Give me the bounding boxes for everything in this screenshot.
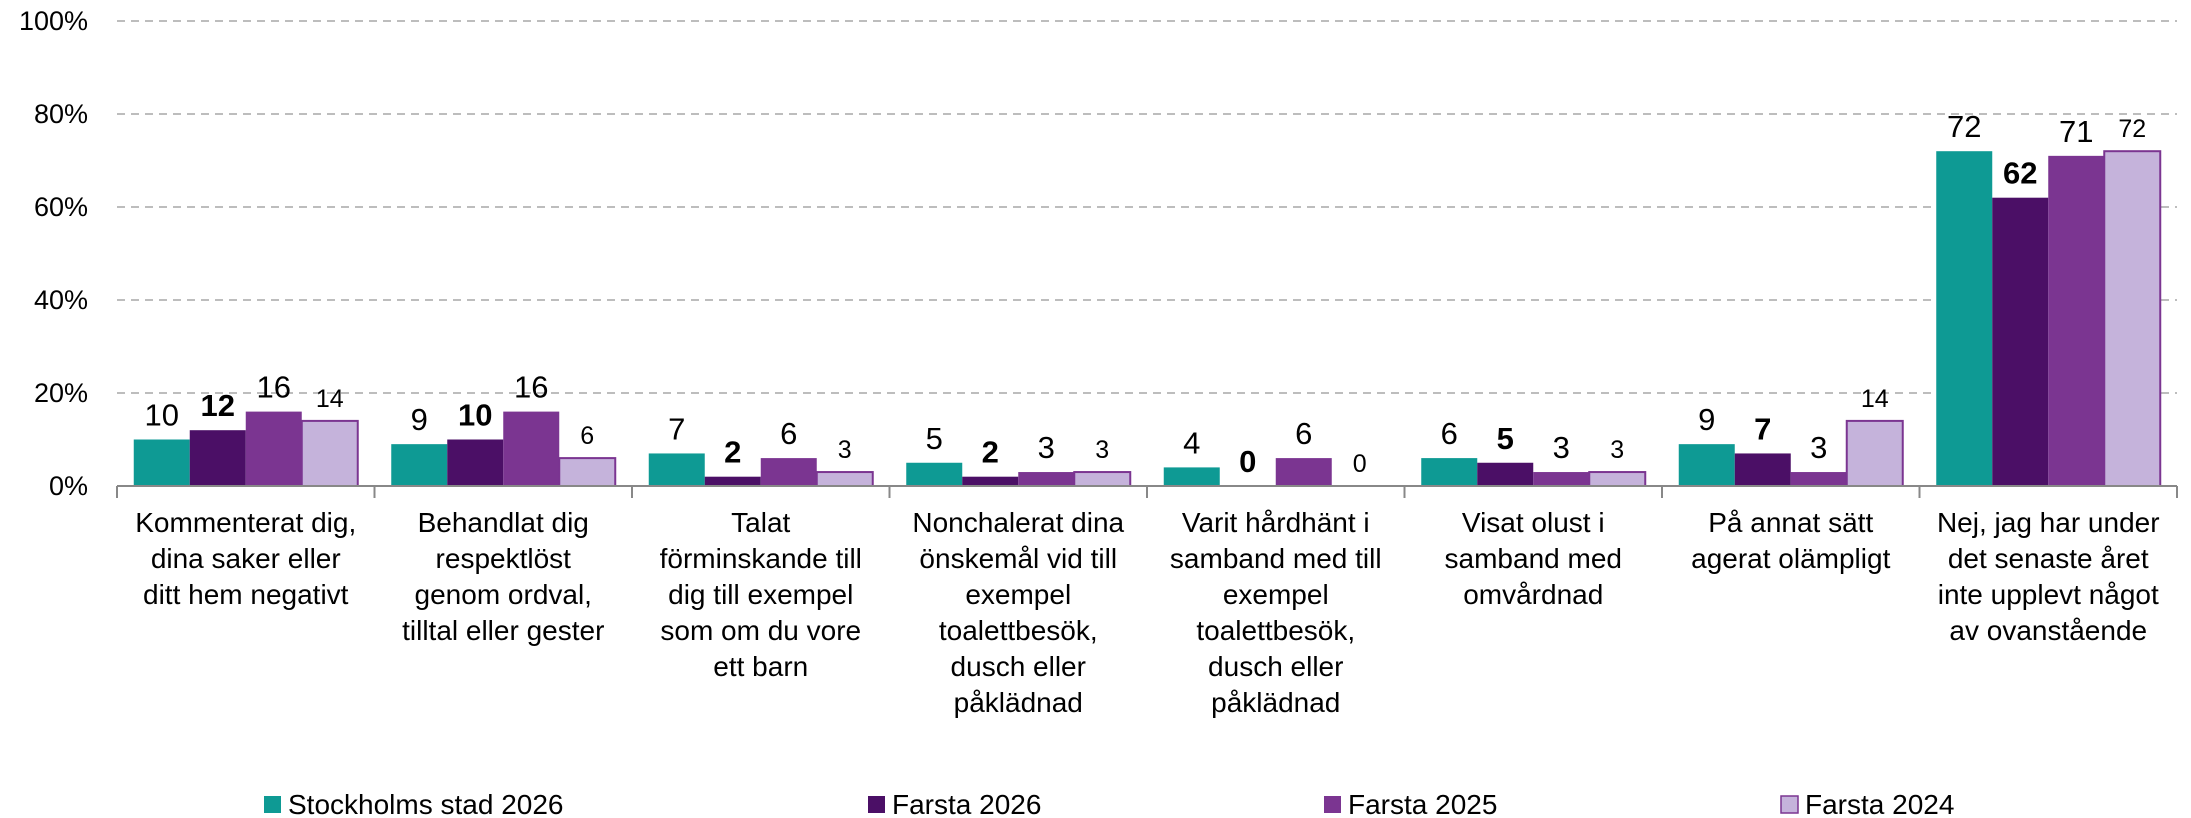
data-label: 12 — [201, 388, 235, 423]
bar — [962, 476, 1019, 486]
bar — [245, 411, 302, 486]
bar — [1275, 458, 1332, 486]
bar — [503, 411, 560, 486]
x-tick-label: Nonchalerat dina önskemål vid till exempel… — [912, 507, 1124, 718]
data-label: 10 — [458, 398, 492, 433]
legend-label: Farsta 2024 — [1805, 789, 1954, 818]
bar — [1477, 462, 1534, 486]
data-label: 71 — [2059, 114, 2093, 149]
legend-swatch — [264, 796, 281, 813]
bar — [760, 458, 817, 486]
data-label: 2 — [982, 435, 999, 470]
y-tick-label: 40% — [34, 285, 88, 315]
bar — [648, 453, 705, 486]
y-tick-label: 60% — [34, 192, 88, 222]
bar — [1588, 471, 1647, 487]
data-label: 6 — [580, 422, 594, 450]
data-label: 2 — [724, 435, 741, 470]
bar — [2048, 155, 2105, 486]
data-label: 6 — [1295, 416, 1312, 451]
data-label: 4 — [1183, 425, 1200, 460]
data-label: 14 — [1861, 385, 1889, 413]
bar — [1678, 444, 1735, 486]
legend-label: Farsta 2025 — [1348, 789, 1497, 818]
data-label: 14 — [316, 385, 344, 413]
x-tick-label: Visat olust i samband med omvårdnad — [1445, 507, 1622, 610]
data-label: 7 — [668, 411, 685, 446]
data-label: 9 — [411, 402, 428, 437]
data-label: 6 — [780, 416, 797, 451]
bar — [1533, 472, 1590, 486]
bar — [391, 444, 448, 486]
data-label: 72 — [2118, 115, 2146, 143]
data-label: 62 — [2003, 156, 2037, 191]
x-tick-label: Talat förminskande till dig till exempel so… — [660, 507, 862, 682]
data-label: 3 — [838, 436, 852, 464]
y-tick-label: 20% — [34, 378, 88, 408]
y-tick-label: 80% — [34, 99, 88, 129]
data-label: 72 — [1947, 109, 1981, 144]
bar — [189, 430, 246, 486]
data-label: 3 — [1095, 436, 1109, 464]
y-tick-label: 100% — [19, 6, 88, 36]
x-tick-label: Nej, jag har under det senaste året inte u… — [1937, 507, 2160, 646]
bar — [1163, 467, 1220, 486]
data-label: 3 — [1810, 430, 1827, 465]
x-tick-label: Varit hårdhänt i samband med till exempel t… — [1170, 507, 1382, 718]
bar — [1734, 453, 1791, 486]
data-label: 3 — [1610, 436, 1624, 464]
data-label: 10 — [145, 398, 179, 433]
bar — [447, 439, 504, 486]
legend-label: Stockholms stad 2026 — [288, 789, 564, 818]
bar — [300, 419, 359, 487]
legend-swatch — [868, 796, 885, 813]
data-label: 0 — [1353, 450, 1367, 478]
data-label: 6 — [1441, 416, 1458, 451]
y-tick-label: 0% — [49, 471, 88, 501]
bar — [1073, 471, 1132, 487]
bar — [1018, 472, 1075, 486]
data-label: 16 — [257, 370, 291, 405]
legend-swatch — [1780, 795, 1799, 814]
x-tick-label: Behandlat dig respektlöst genom ordval, til… — [402, 507, 604, 646]
x-tick-label: På annat sätt agerat olämpligt — [1691, 507, 1890, 574]
data-label: 9 — [1698, 402, 1715, 437]
data-label: 5 — [926, 421, 943, 456]
data-label: 3 — [1038, 430, 1055, 465]
bar — [1421, 458, 1478, 486]
bar — [558, 457, 617, 488]
bar — [1992, 197, 2049, 486]
data-label: 0 — [1239, 444, 1256, 479]
data-label: 3 — [1553, 430, 1570, 465]
bar — [815, 471, 874, 487]
data-label: 16 — [514, 370, 548, 405]
bar — [906, 462, 963, 486]
legend-label: Farsta 2026 — [892, 789, 1041, 818]
data-label: 7 — [1754, 411, 1771, 446]
bar — [1845, 419, 1904, 487]
bar — [2103, 150, 2162, 487]
bar — [704, 476, 761, 486]
x-tick-label: Kommenterat dig, dina saker eller ditt hem… — [135, 507, 356, 610]
data-label: 5 — [1497, 421, 1514, 456]
bar — [133, 439, 190, 486]
legend-swatch — [1324, 796, 1341, 813]
bar — [1790, 472, 1847, 486]
bar — [1936, 151, 1993, 486]
